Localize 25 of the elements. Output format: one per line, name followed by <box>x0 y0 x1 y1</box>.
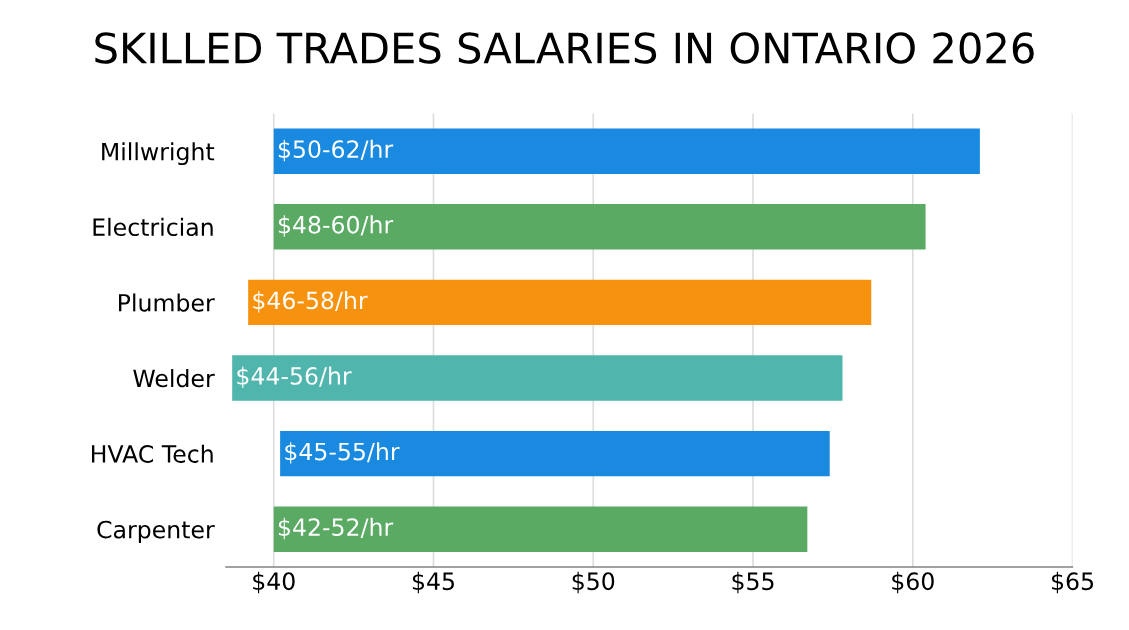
y-tick-label: Electrician <box>93 217 213 237</box>
bar <box>280 430 830 477</box>
x-tick-label: $55 <box>732 571 774 594</box>
x-tick-label: $45 <box>412 571 454 594</box>
y-tick-label: Carpenter <box>97 520 215 544</box>
data-label: $45-55/hr <box>285 442 400 464</box>
x-tick-label: $50 <box>572 571 615 594</box>
x-tick-label: $65 <box>1051 571 1094 594</box>
y-tick-label: Welder <box>133 369 215 388</box>
y-tick-label: Plumber <box>119 293 215 312</box>
bar <box>248 279 872 326</box>
data-label: $46-58/hr <box>253 290 368 313</box>
y-tick-label: Millwright <box>102 142 215 166</box>
x-tick-label: $40 <box>253 571 295 594</box>
bar <box>273 204 926 250</box>
data-label: $42-52/hr <box>278 517 394 540</box>
bar <box>232 355 843 401</box>
y-tick-label: HVAC Tech <box>91 444 213 463</box>
chart-title: SKILLED TRADES SALARIES IN ONTARIO 2026 <box>95 32 1034 64</box>
bar <box>273 128 980 174</box>
data-label: $44-56/hr <box>237 366 352 388</box>
x-tick-label: $60 <box>892 571 934 594</box>
data-label: $50-62/hr <box>278 139 394 162</box>
data-label: $48-60/hr <box>278 215 394 237</box>
bar <box>273 506 808 552</box>
